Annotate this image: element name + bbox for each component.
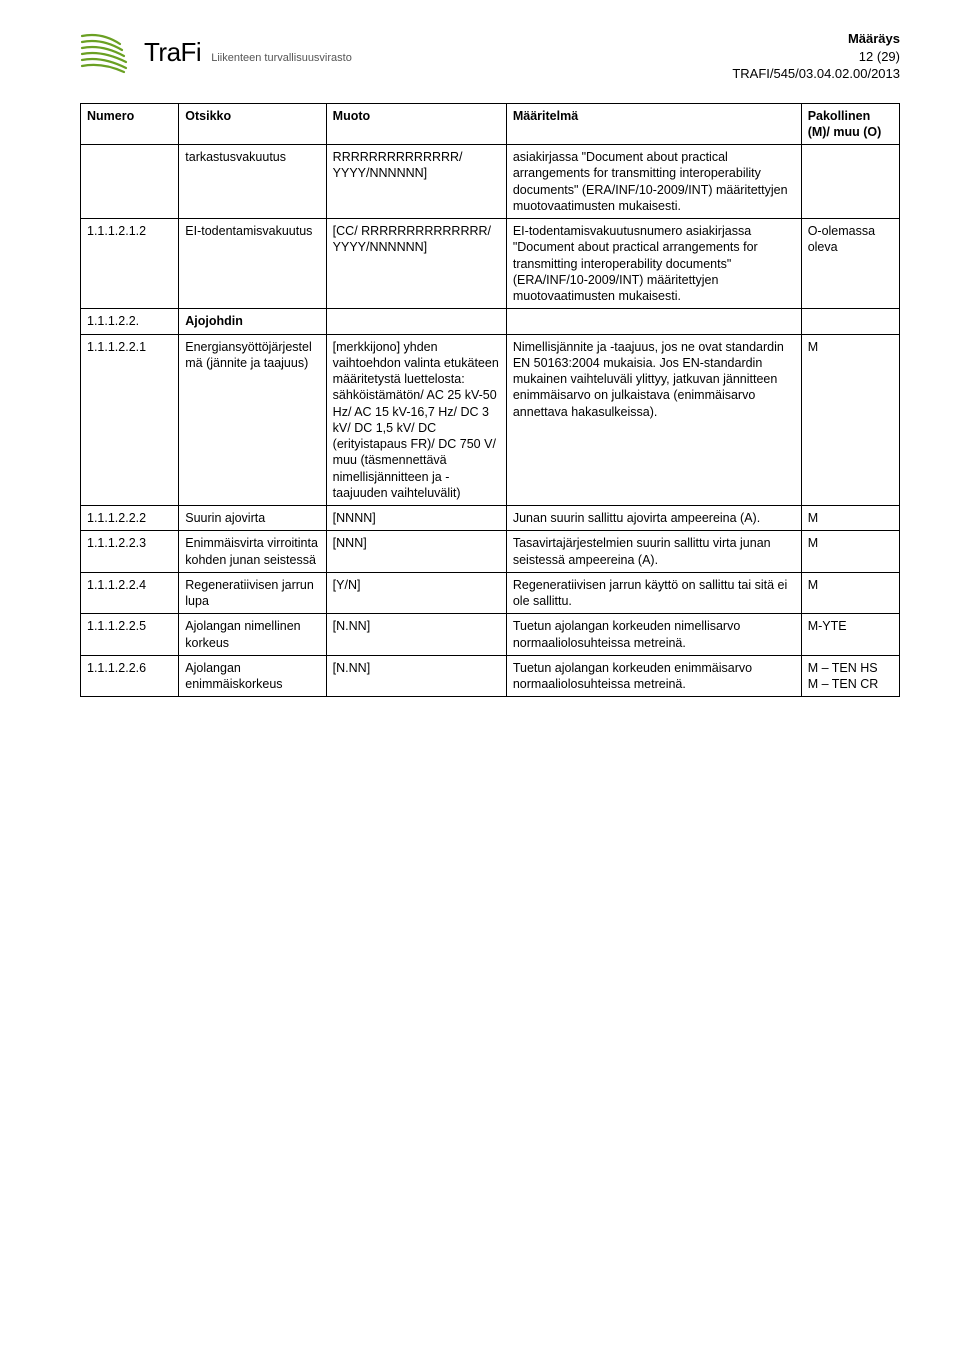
main-table: Numero Otsikko Muoto Määritelmä Pakollin… bbox=[80, 103, 900, 698]
cell-num: 1.1.1.2.1.2 bbox=[81, 219, 179, 309]
table-row: 1.1.1.2.2.1Energiansyöttöjärjestelmä (jä… bbox=[81, 334, 900, 506]
cell-def: Regeneratiivisen jarrun käyttö on sallit… bbox=[506, 572, 801, 614]
table-row: 1.1.1.2.2.3Enimmäisvirta virroitinta koh… bbox=[81, 531, 900, 573]
cell-req: M – TEN HSM – TEN CR bbox=[801, 655, 899, 697]
cell-format: [N.NN] bbox=[326, 655, 506, 697]
cell-req: M bbox=[801, 531, 899, 573]
cell-title: Suurin ajovirta bbox=[179, 506, 326, 531]
cell-num: 1.1.1.2.2.4 bbox=[81, 572, 179, 614]
cell-title: Energiansyöttöjärjestelmä (jännite ja ta… bbox=[179, 334, 326, 506]
cell-title: tarkastusvakuutus bbox=[179, 145, 326, 219]
cell-num: 1.1.1.2.2.5 bbox=[81, 614, 179, 656]
col-otsikko: Otsikko bbox=[179, 103, 326, 145]
cell-num: 1.1.1.2.2. bbox=[81, 309, 179, 334]
logo-text: TraFi Liikenteen turvallisuusvirasto bbox=[144, 37, 352, 68]
cell-req: O-olemassa oleva bbox=[801, 219, 899, 309]
cell-num: 1.1.1.2.2.2 bbox=[81, 506, 179, 531]
cell-num bbox=[81, 145, 179, 219]
cell-format: RRRRRRRRRRRRRR/ YYYY/NNNNNN] bbox=[326, 145, 506, 219]
doc-type: Määräys bbox=[732, 30, 900, 48]
cell-def: Junan suurin sallittu ajovirta ampeerein… bbox=[506, 506, 801, 531]
col-maaritelma: Määritelmä bbox=[506, 103, 801, 145]
cell-format bbox=[326, 309, 506, 334]
cell-def bbox=[506, 309, 801, 334]
page-header: TraFi Liikenteen turvallisuusvirasto Mää… bbox=[80, 30, 900, 83]
table-row: 1.1.1.2.2.6Ajolangan enimmäiskorkeus[N.N… bbox=[81, 655, 900, 697]
logo-block: TraFi Liikenteen turvallisuusvirasto bbox=[80, 30, 352, 74]
logo-brand: TraFi bbox=[144, 37, 201, 68]
cell-format: [merkkijono] yhden vaihtoehdon valinta e… bbox=[326, 334, 506, 506]
cell-req: M bbox=[801, 572, 899, 614]
doc-ref: TRAFI/545/03.04.02.00/2013 bbox=[732, 65, 900, 83]
cell-format: [NNN] bbox=[326, 531, 506, 573]
cell-def: Nimellisjännite ja -taajuus, jos ne ovat… bbox=[506, 334, 801, 506]
cell-title: Ajolangan nimellinen korkeus bbox=[179, 614, 326, 656]
page: TraFi Liikenteen turvallisuusvirasto Mää… bbox=[0, 0, 960, 737]
cell-def: Tuetun ajolangan korkeuden nimellisarvo … bbox=[506, 614, 801, 656]
cell-format: [CC/ RRRRRRRRRRRRRR/ YYYY/NNNNNN] bbox=[326, 219, 506, 309]
col-muoto: Muoto bbox=[326, 103, 506, 145]
table-row: 1.1.1.2.2.2Suurin ajovirta[NNNN]Junan su… bbox=[81, 506, 900, 531]
trafi-logo-icon bbox=[80, 30, 136, 74]
cell-req bbox=[801, 145, 899, 219]
table-row: 1.1.1.2.2.4Regeneratiivisen jarrun lupa[… bbox=[81, 572, 900, 614]
col-numero: Numero bbox=[81, 103, 179, 145]
cell-def: Tasavirtajärjestelmien suurin sallittu v… bbox=[506, 531, 801, 573]
cell-title: Regeneratiivisen jarrun lupa bbox=[179, 572, 326, 614]
table-row: 1.1.1.2.2.Ajojohdin bbox=[81, 309, 900, 334]
table-row: tarkastusvakuutusRRRRRRRRRRRRRR/ YYYY/NN… bbox=[81, 145, 900, 219]
cell-format: [NNNN] bbox=[326, 506, 506, 531]
logo-subtitle: Liikenteen turvallisuusvirasto bbox=[211, 52, 352, 64]
cell-req bbox=[801, 309, 899, 334]
cell-req: M bbox=[801, 334, 899, 506]
table-header-row: Numero Otsikko Muoto Määritelmä Pakollin… bbox=[81, 103, 900, 145]
cell-num: 1.1.1.2.2.1 bbox=[81, 334, 179, 506]
page-counter: 12 (29) bbox=[732, 48, 900, 66]
cell-title: Enimmäisvirta virroitinta kohden junan s… bbox=[179, 531, 326, 573]
cell-def: EI-todentamisvakuutusnumero asiakirjassa… bbox=[506, 219, 801, 309]
cell-format: [Y/N] bbox=[326, 572, 506, 614]
header-right: Määräys 12 (29) TRAFI/545/03.04.02.00/20… bbox=[732, 30, 900, 83]
cell-title: Ajolangan enimmäiskorkeus bbox=[179, 655, 326, 697]
cell-def: Tuetun ajolangan korkeuden enimmäisarvo … bbox=[506, 655, 801, 697]
table-body: tarkastusvakuutusRRRRRRRRRRRRRR/ YYYY/NN… bbox=[81, 145, 900, 697]
table-row: 1.1.1.2.2.5Ajolangan nimellinen korkeus[… bbox=[81, 614, 900, 656]
cell-req: M bbox=[801, 506, 899, 531]
cell-req: M-YTE bbox=[801, 614, 899, 656]
cell-title: EI-todentamisvakuutus bbox=[179, 219, 326, 309]
cell-format: [N.NN] bbox=[326, 614, 506, 656]
table-row: 1.1.1.2.1.2EI-todentamisvakuutus[CC/ RRR… bbox=[81, 219, 900, 309]
cell-num: 1.1.1.2.2.6 bbox=[81, 655, 179, 697]
col-pakollinen: Pakollinen (M)/ muu (O) bbox=[801, 103, 899, 145]
cell-title: Ajojohdin bbox=[179, 309, 326, 334]
cell-num: 1.1.1.2.2.3 bbox=[81, 531, 179, 573]
cell-def: asiakirjassa "Document about practical a… bbox=[506, 145, 801, 219]
